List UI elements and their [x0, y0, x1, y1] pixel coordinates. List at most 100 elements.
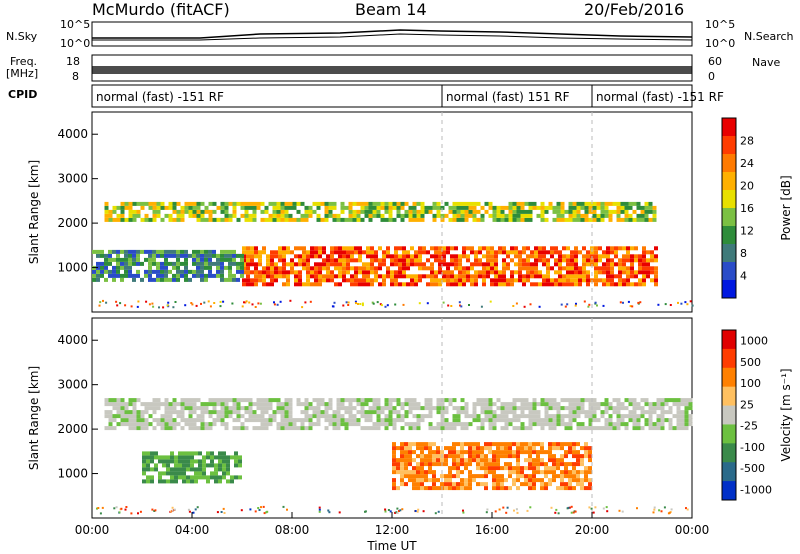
data-cell [448, 486, 452, 491]
data-cell [558, 266, 562, 271]
data-cell [580, 446, 584, 451]
data-cell [432, 470, 436, 475]
data-cell [572, 414, 577, 419]
data-cell [298, 278, 302, 283]
data-cell [112, 414, 117, 419]
data-cell [506, 254, 510, 259]
data-cell [208, 422, 213, 427]
data-cell [420, 486, 424, 491]
data-cell [108, 414, 113, 419]
data-cell [602, 254, 606, 259]
data-cell [572, 398, 577, 403]
data-cell [560, 458, 564, 463]
data-cell [362, 250, 366, 255]
data-cell [198, 475, 202, 480]
data-cell [132, 253, 136, 258]
data-cell [454, 246, 458, 251]
data-cell [212, 261, 216, 266]
data-cell [316, 402, 321, 407]
data-cell [108, 209, 113, 214]
data-cell [438, 266, 442, 271]
data-cell [402, 246, 406, 251]
data-cell [658, 509, 661, 512]
data-cell [231, 302, 234, 305]
data-cell [570, 250, 574, 255]
data-cell [120, 249, 124, 254]
data-cell [288, 217, 293, 222]
data-cell [494, 278, 498, 283]
data-cell [276, 213, 281, 218]
data-cell [442, 262, 446, 267]
data-cell [124, 273, 128, 278]
data-cell [512, 454, 516, 459]
data-cell [444, 426, 449, 431]
nsearch-tick-bottom: 10^0 [705, 37, 736, 50]
data-cell [526, 270, 530, 275]
data-cell [242, 250, 246, 255]
data-cell [454, 258, 458, 263]
data-cell [440, 205, 445, 210]
data-cell [408, 474, 412, 479]
data-cell [256, 201, 261, 206]
data-cell [620, 414, 625, 419]
data-cell [446, 246, 450, 251]
data-cell [516, 458, 520, 463]
data-cell [516, 209, 521, 214]
data-cell [432, 486, 436, 491]
data-cell [668, 418, 673, 423]
data-cell [216, 402, 221, 407]
data-cell [400, 426, 405, 431]
data-cell [370, 282, 374, 287]
nave-tick-bottom: 0 [708, 70, 715, 83]
data-cell [636, 418, 641, 423]
data-cell [408, 454, 412, 459]
data-cell [356, 201, 361, 206]
data-cell [566, 282, 570, 287]
data-cell [538, 305, 541, 308]
data-cell [204, 406, 209, 411]
data-cell [136, 261, 140, 266]
data-cell [268, 398, 273, 403]
data-cell [592, 398, 597, 403]
x-tick-label: 12:00 [375, 523, 410, 537]
data-cell [204, 249, 208, 254]
data-cell [648, 406, 653, 411]
data-cell [186, 455, 190, 460]
data-cell [570, 266, 574, 271]
data-cell [300, 217, 305, 222]
data-cell [100, 265, 104, 270]
data-cell [436, 406, 441, 411]
data-cell [476, 446, 480, 451]
data-cell [528, 466, 532, 471]
data-cell [550, 246, 554, 251]
data-cell [268, 402, 273, 407]
data-cell [322, 250, 326, 255]
data-cell [116, 257, 120, 262]
data-cell [162, 463, 166, 468]
data-cell [472, 478, 476, 483]
data-cell [434, 512, 437, 515]
data-cell [472, 414, 477, 419]
data-cell [540, 402, 545, 407]
data-cell [228, 406, 233, 411]
data-cell [580, 410, 585, 415]
data-cell [240, 265, 244, 270]
data-cell [598, 278, 602, 283]
data-cell [204, 410, 209, 415]
data-cell [248, 301, 251, 304]
data-cell [263, 512, 266, 515]
data-cell [536, 205, 541, 210]
data-cell [418, 250, 422, 255]
data-cell [478, 258, 482, 263]
data-cell [412, 213, 417, 218]
data-cell [358, 254, 362, 259]
data-cell [262, 246, 266, 251]
data-cell [322, 262, 326, 267]
data-cell [112, 257, 116, 262]
data-cell [622, 282, 626, 287]
data-cell [392, 454, 396, 459]
data-cell [284, 414, 289, 419]
data-cell [266, 510, 269, 513]
data-cell [488, 205, 493, 210]
data-cell [532, 482, 536, 487]
